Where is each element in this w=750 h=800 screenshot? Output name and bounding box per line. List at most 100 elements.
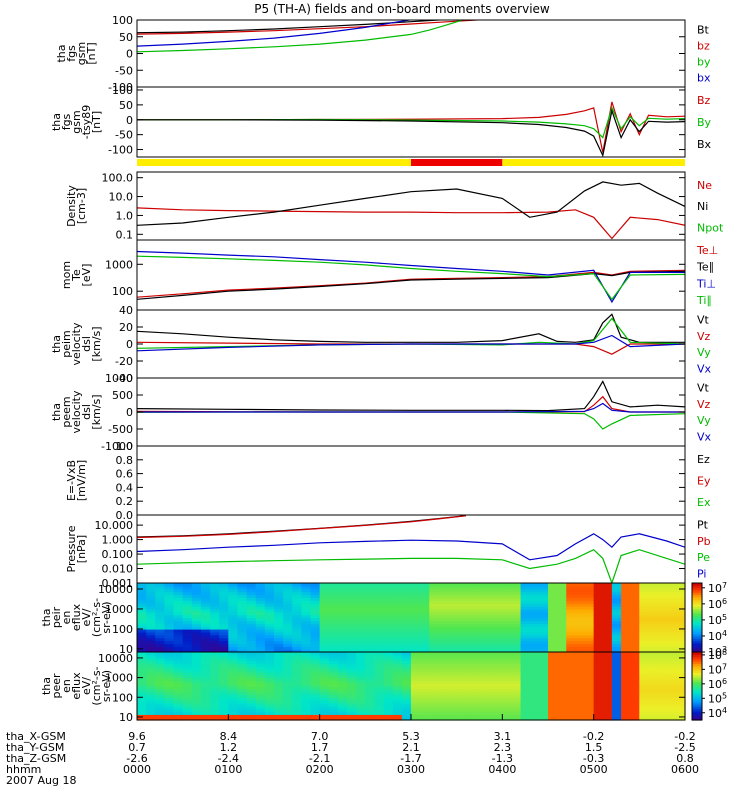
spectrogram-cell: [666, 585, 677, 590]
spectrogram-cell: [411, 652, 421, 656]
spectrogram-cell: [219, 686, 229, 690]
spectrogram-cell: [484, 603, 494, 607]
spectrogram-cell: [575, 705, 586, 710]
spectrogram-cell: [602, 583, 613, 587]
spectrogram-cell: [411, 617, 421, 621]
spectrogram-cell: [264, 617, 275, 621]
spectrogram-cell: [447, 683, 458, 687]
spectrogram-cell: [283, 631, 293, 636]
spectrogram-cell: [200, 629, 211, 633]
spectrogram-cell: [675, 603, 686, 607]
spectrogram-cell: [611, 588, 622, 593]
spectrogram-cell: [557, 694, 567, 698]
x-axis-footer: tha_X-GSM 9.6 8.4 7.0 5.3 3.1 -0.2 -0.2tha_Y-GS…: [6, 714, 699, 787]
spectrogram-cell: [137, 634, 147, 639]
spectrogram-cell: [420, 705, 430, 710]
spectrogram-cell: [484, 585, 494, 590]
spectrogram-cell: [566, 637, 576, 642]
legend-entry: Bt: [697, 24, 710, 37]
spectrogram-cell: [292, 643, 302, 647]
spectrogram-cell: [365, 623, 376, 627]
spectrogram-cell: [484, 686, 494, 690]
spectrogram-cell: [548, 623, 558, 627]
spectrogram-cell: [493, 677, 503, 681]
spectrogram-cell: [502, 611, 513, 616]
spectrogram-cell: [292, 654, 302, 659]
y-tick-label: 40: [119, 304, 133, 317]
spectrogram-cell: [182, 654, 193, 659]
spectrogram-cell: [657, 631, 668, 636]
spectrogram-cell: [383, 640, 394, 644]
spectrogram-cell: [548, 683, 558, 687]
spectrogram-cell: [264, 717, 275, 721]
spectrogram-cell: [264, 643, 275, 647]
spectrogram-cell: [383, 711, 394, 715]
spectrogram-cell: [511, 654, 522, 659]
spectrogram-cell: [465, 617, 476, 621]
spectrogram-cell: [292, 671, 302, 676]
spectrogram-cell: [675, 652, 686, 656]
spectrogram-cell: [438, 597, 449, 601]
spectrogram-cell: [557, 646, 567, 650]
spectrogram-cell: [429, 660, 439, 664]
spectrogram-cell: [264, 694, 275, 698]
spectrogram-cell: [356, 603, 366, 607]
spectrogram-cell: [438, 606, 449, 610]
spectrogram-cell: [292, 688, 302, 693]
spectrogram-cell: [529, 652, 540, 656]
spectrogram-cell: [210, 640, 220, 644]
spectrogram-cell: [675, 608, 686, 613]
spectrogram-cell: [301, 629, 312, 633]
spectrogram-cell: [283, 597, 293, 601]
spectrogram-cell: [621, 660, 631, 664]
spectrogram-cell: [493, 674, 503, 679]
spectrogram-cell: [593, 657, 604, 662]
spectrogram-cell: [675, 717, 686, 721]
spectrogram-cell: [383, 703, 394, 707]
spectrogram-cell: [621, 617, 631, 621]
spectrogram-cell: [146, 657, 156, 662]
spectrogram-cell: [173, 683, 184, 687]
spectrogram-cell: [310, 686, 321, 690]
spectrogram-cell: [374, 674, 385, 679]
spectrogram-cell: [274, 643, 284, 647]
spectrogram-cell: [155, 594, 165, 598]
spectrogram-cell: [538, 714, 549, 718]
spectrogram-cell: [210, 694, 220, 698]
spectrogram-cell: [264, 660, 275, 664]
spectrogram-cell: [529, 703, 540, 707]
spectrogram-cell: [246, 708, 257, 713]
spectrogram-cell: [155, 629, 165, 633]
spectrogram-cell: [639, 617, 650, 621]
spectrogram-cell: [264, 585, 275, 590]
colorbar-tick-label: 106: [708, 677, 727, 691]
y-axis-label: mom: [60, 261, 73, 289]
spectrogram-cell: [666, 606, 677, 610]
spectrogram-cell: [301, 714, 312, 718]
spectrogram-cell: [557, 629, 567, 633]
spectrogram-cell: [493, 614, 503, 619]
spectrogram-cell: [520, 669, 531, 673]
spectrogram-cell: [621, 631, 631, 636]
spectrogram-cell: [502, 617, 513, 621]
spectrogram-cell: [292, 617, 302, 621]
spectrogram-cell: [328, 677, 339, 681]
spectrogram-cell: [155, 643, 165, 647]
spectrogram-cell: [447, 629, 458, 633]
spectrogram-cell: [182, 694, 193, 698]
spectrogram-cell: [200, 646, 211, 650]
spectrogram-cell: [630, 677, 640, 681]
spectrogram-cell: [365, 686, 376, 690]
spectrogram-cell: [255, 614, 266, 619]
spectrogram-cell: [675, 680, 686, 684]
spectrogram-cell: [365, 666, 376, 670]
footer-row-label: tha_Z-GSM: [6, 752, 66, 765]
spectrogram-cell: [383, 708, 394, 713]
spectrogram-cell: [657, 660, 668, 664]
spectrogram-cell: [292, 663, 302, 667]
spectrogram-cell: [264, 611, 275, 616]
spectrogram-cell: [429, 677, 439, 681]
spectrogram-cell: [429, 626, 439, 630]
spectrogram-cell: [584, 680, 595, 684]
spectrogram-cell: [666, 711, 677, 715]
